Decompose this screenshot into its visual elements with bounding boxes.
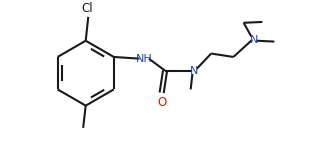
Text: N: N: [190, 66, 199, 76]
Text: NH: NH: [136, 54, 153, 64]
Text: N: N: [250, 35, 259, 45]
Text: O: O: [157, 96, 166, 109]
Text: Cl: Cl: [82, 2, 93, 15]
